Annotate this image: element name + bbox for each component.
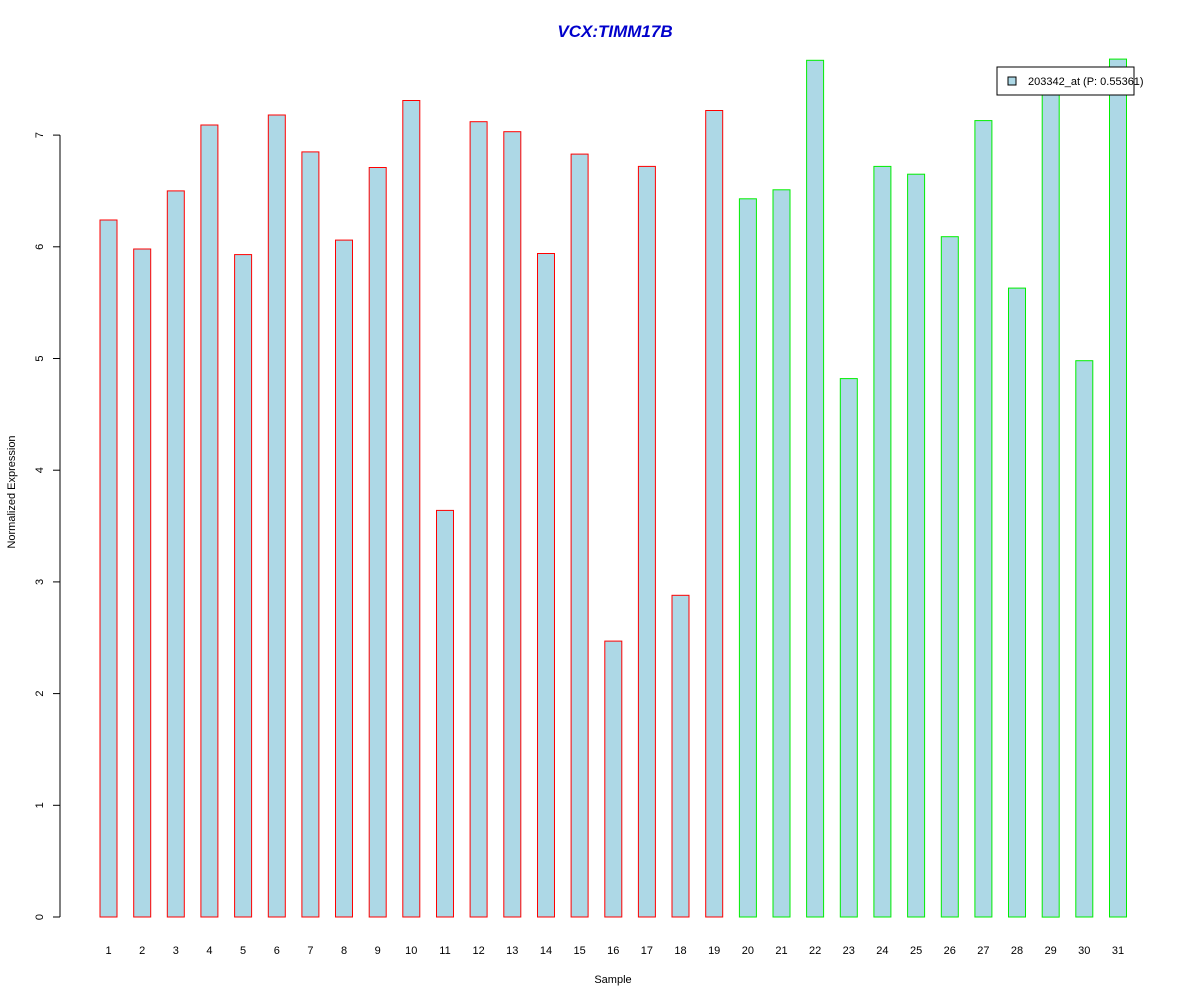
y-tick-label: 0 (34, 914, 46, 920)
x-tick-label: 5 (240, 945, 246, 957)
bar-sample-15 (570, 153, 589, 918)
bar-sample-29 (1041, 78, 1060, 918)
x-tick-label: 29 (1045, 945, 1057, 957)
bar-sample-4 (200, 124, 219, 918)
x-tick-label: 6 (274, 945, 280, 957)
x-tick-label: 21 (775, 945, 787, 957)
legend-label: 203342_at (P: 0.55361) (1028, 76, 1144, 88)
x-tick-label: 25 (910, 945, 922, 957)
bar-sample-14 (537, 253, 555, 918)
y-tick-label: 7 (34, 132, 46, 138)
bar-sample-22 (806, 59, 825, 918)
y-axis: 0 1 2 3 4 5 6 7 (34, 132, 61, 920)
y-tick-label: 3 (34, 579, 46, 585)
x-tick-label: 22 (809, 945, 821, 957)
x-tick-label: 17 (641, 945, 653, 957)
x-tick-label: 31 (1112, 945, 1124, 957)
legend-swatch (1007, 76, 1017, 86)
x-axis-label: Sample (594, 974, 631, 986)
x-tick-label: 12 (472, 945, 484, 957)
x-tick-label: 23 (843, 945, 855, 957)
bar-sample-16 (604, 640, 623, 918)
bar-sample-10 (402, 100, 421, 918)
x-tick-label: 18 (674, 945, 686, 957)
bar-sample-31 (1109, 58, 1127, 918)
bar-sample-21 (772, 189, 791, 918)
x-tick-label: 28 (1011, 945, 1023, 957)
bar-sample-1 (99, 219, 118, 918)
x-tick-label: 7 (307, 945, 313, 957)
x-tick-label: 27 (977, 945, 989, 957)
bar-sample-13 (503, 131, 522, 918)
bar-sample-12 (469, 121, 488, 918)
bar-sample-18 (671, 594, 690, 918)
bar-sample-5 (234, 254, 253, 918)
x-tick-label: 14 (540, 945, 552, 957)
bar-sample-8 (335, 239, 353, 918)
bar-sample-30 (1075, 360, 1094, 918)
y-axis-label: Normalized Expression (6, 435, 18, 548)
bar-sample-17 (637, 165, 656, 918)
x-tick-label: 11 (439, 945, 450, 957)
x-tick-label: 8 (341, 945, 347, 957)
bar-sample-7 (301, 151, 320, 918)
bar-sample-25 (907, 173, 926, 918)
y-tick-label: 4 (34, 467, 46, 473)
bar-sample-27 (974, 120, 993, 918)
bar-sample-24 (873, 165, 892, 918)
x-tick-label: 15 (573, 945, 585, 957)
x-tick-label: 20 (742, 945, 754, 957)
bar-sample-6 (267, 114, 286, 918)
x-tick-label: 9 (375, 945, 381, 957)
y-tick-label: 6 (34, 244, 46, 250)
x-tick-label: 2 (139, 945, 145, 957)
bar-sample-11 (436, 509, 454, 918)
chart-title: VCX:TIMM17B (557, 22, 672, 41)
y-tick-label: 5 (34, 355, 46, 361)
x-tick-label: 30 (1078, 945, 1090, 957)
bar-sample-20 (738, 198, 757, 918)
bar-sample-9 (368, 167, 387, 918)
x-tick-label: 24 (876, 945, 888, 957)
x-tick-label: 13 (506, 945, 518, 957)
bar-sample-2 (133, 248, 152, 918)
bar-sample-28 (1008, 287, 1026, 918)
x-tick-label: 19 (708, 945, 720, 957)
x-tick-label: 26 (944, 945, 956, 957)
bar-sample-26 (940, 236, 959, 918)
bar-sample-19 (705, 110, 724, 918)
x-tick-label: 1 (105, 945, 111, 957)
bar-sample-23 (839, 378, 858, 918)
y-tick-label: 2 (34, 691, 46, 697)
bars-group (99, 58, 1127, 918)
x-tick-labels: 1 2 3 4 5 6 7 8 9 10 11 12 13 14 15 16 17 18 19 20 21 22 23 24 2… (105, 945, 1124, 957)
x-tick-label: 3 (173, 945, 179, 957)
legend-box (996, 66, 1135, 96)
x-tick-label: 4 (206, 945, 212, 957)
legend: 203342_at (P: 0.55361) (996, 66, 1144, 96)
x-tick-label: 16 (607, 945, 619, 957)
y-tick-label: 1 (34, 802, 46, 808)
bar-sample-3 (166, 190, 185, 918)
x-tick-label: 10 (405, 945, 417, 957)
